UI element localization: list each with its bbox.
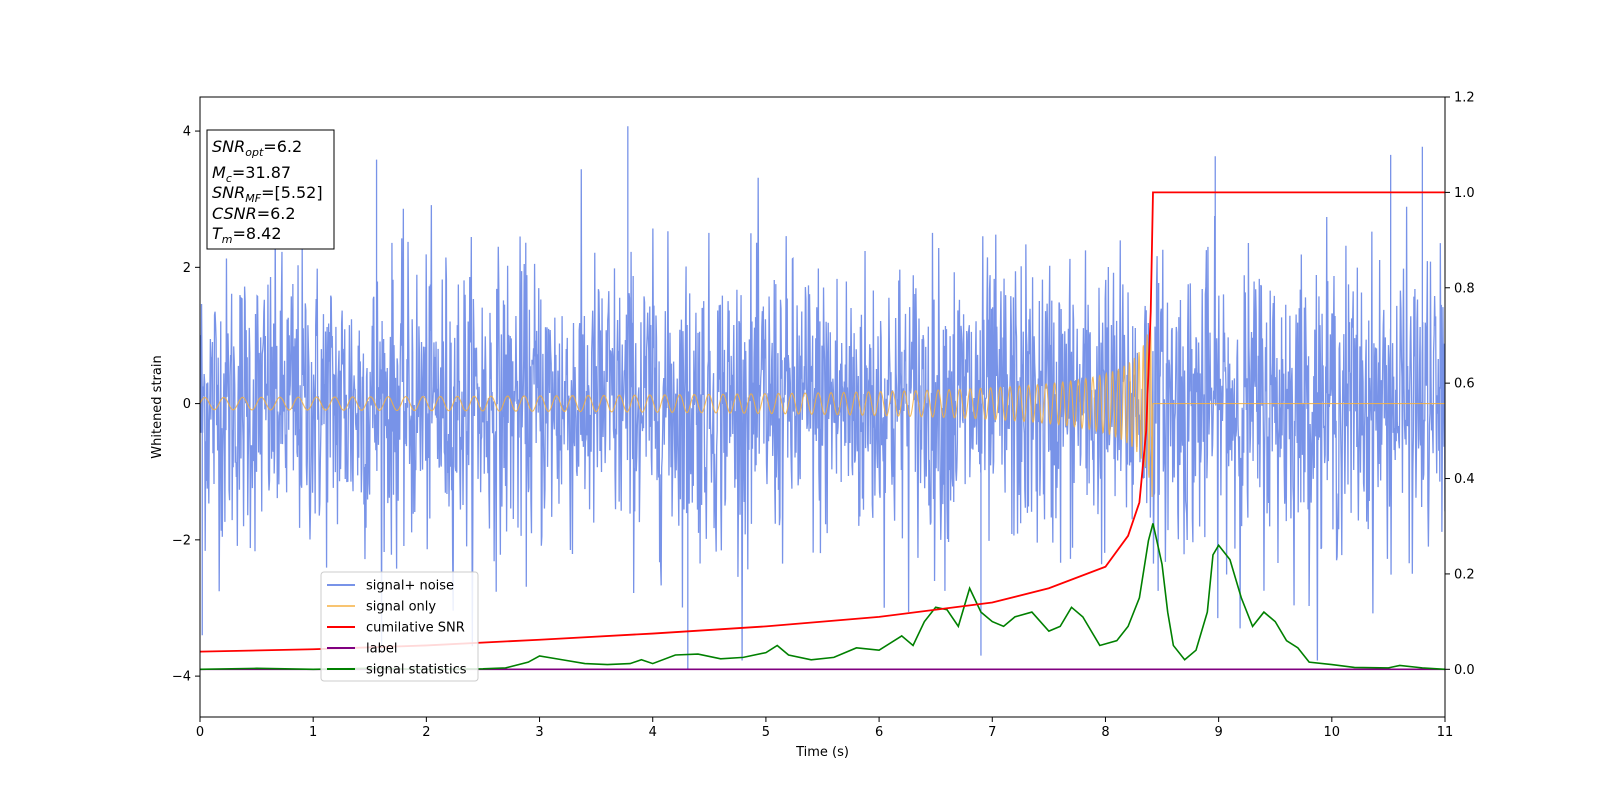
y-tick-label: −4 [172, 670, 191, 685]
signal-only-series [200, 319, 1445, 497]
info-tm: Tm=8.42 [212, 224, 282, 246]
y-tick-label: −2 [172, 533, 191, 548]
y2-tick-label: 0.8 [1454, 281, 1475, 296]
info-snr-opt: SNRopt=6.2 [212, 137, 302, 159]
x-tick-label: 11 [1437, 725, 1454, 740]
legend-label: signal+ noise [366, 579, 454, 594]
x-tick-label: 1 [309, 725, 317, 740]
legend-frame [320, 571, 479, 682]
info-box-frame [206, 129, 335, 250]
x-tick-label: 2 [422, 725, 430, 740]
y-tick-label: 4 [183, 125, 191, 140]
cumulative-snr-line [200, 191, 1445, 653]
y2-tick-label: 1.0 [1454, 186, 1475, 201]
legend-label: cumilative SNR [366, 621, 465, 636]
info-mc: Mc=31.87 [212, 163, 291, 185]
legend-label: label [366, 642, 397, 657]
y2-tick-label: 0.6 [1454, 377, 1475, 392]
x-tick-label: 5 [762, 725, 770, 740]
legend-label: signal only [366, 600, 436, 615]
y2-tick-label: 0.2 [1454, 567, 1475, 582]
signal-plus-noise-line [200, 126, 1445, 670]
x-axis-ticks: 0 1 2 3 4 5 6 7 8 9 10 11 [196, 717, 1453, 740]
signal-statistics-line [200, 523, 1445, 671]
x-tick-label: 10 [1324, 725, 1341, 740]
x-tick-label: 0 [196, 725, 204, 740]
x-tick-label: 7 [988, 725, 996, 740]
x-tick-label: 4 [649, 725, 657, 740]
x-tick-label: 9 [1214, 725, 1222, 740]
y2-tick-label: 0.0 [1454, 663, 1475, 678]
info-csnr: CSNR=6.2 [212, 204, 296, 223]
y-axis-ticks: −4 −2 0 2 4 [172, 125, 200, 685]
y-axis-label: Whitened strain [150, 355, 165, 458]
signal-only-line [200, 319, 1445, 497]
signal-plus-noise-series [200, 126, 1445, 670]
info-snr-mf: SNRMF=[5.52] [212, 183, 323, 205]
y2-tick-label: 1.2 [1454, 91, 1475, 106]
info-box: SNRopt=6.2 Mc=31.87 SNRMF=[5.52] CSNR=6.… [206, 129, 335, 250]
x-axis-label: Time (s) [795, 745, 849, 760]
y-tick-label: 0 [183, 397, 191, 412]
x-tick-label: 3 [535, 725, 543, 740]
plot-frame [199, 96, 1446, 718]
y-tick-label: 2 [183, 261, 191, 276]
x-tick-label: 8 [1101, 725, 1109, 740]
y2-tick-label: 0.4 [1454, 472, 1475, 487]
y2-axis-ticks: 0.0 0.2 0.4 0.6 0.8 1.0 1.2 [1445, 91, 1475, 678]
legend-label: signal statistics [366, 663, 467, 678]
x-tick-label: 6 [875, 725, 883, 740]
legend: signal+ noise signal only cumilative SNR la… [320, 571, 479, 682]
